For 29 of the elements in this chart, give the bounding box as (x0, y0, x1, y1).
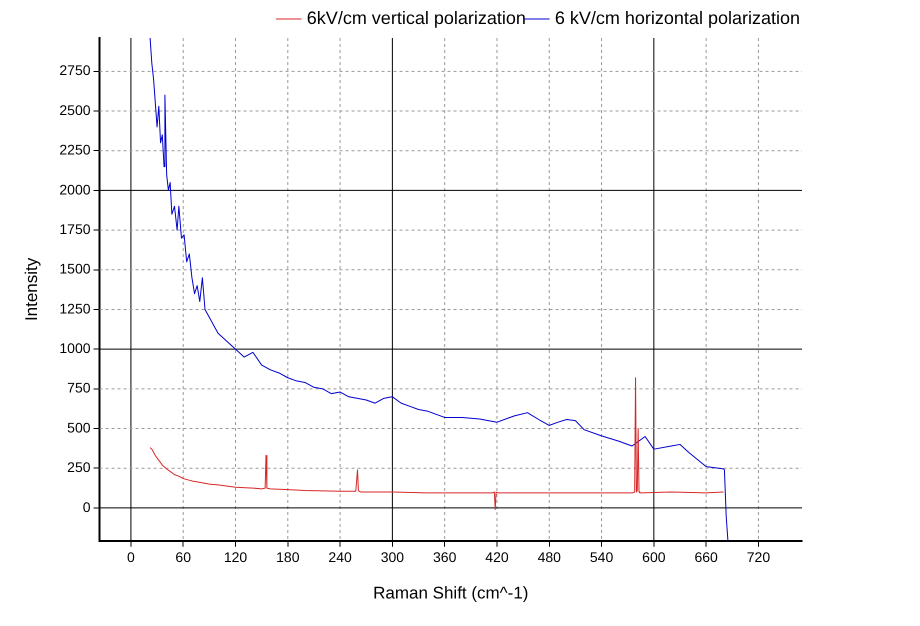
x-tick-label: 600 (642, 549, 666, 566)
y-tick-label: 1750 (59, 220, 91, 237)
x-tick-label: 60 (175, 549, 192, 566)
y-tick-label: 500 (67, 419, 91, 436)
y-tick-label: 750 (67, 380, 91, 396)
y-tick-label: 2250 (59, 142, 91, 158)
x-tick-label: 720 (746, 549, 770, 566)
x-tick-label: 0 (127, 549, 136, 566)
y-tick-label: 0 (82, 498, 91, 515)
x-axis-title: Raman Shift (cm^-1) (373, 583, 528, 602)
x-tick-label: 360 (432, 549, 457, 566)
x-tick-label: 120 (224, 549, 248, 566)
x-tick-label: 180 (276, 549, 300, 566)
x-tick-label: 300 (380, 549, 404, 566)
y-tick-label: 2500 (59, 102, 91, 118)
y-tick-label: 1500 (59, 260, 91, 277)
x-tick-label: 660 (694, 549, 718, 566)
y-tick-label: 2750 (59, 62, 91, 78)
x-tick-label: 420 (485, 549, 509, 566)
y-tick-label: 1250 (59, 300, 91, 316)
y-axis-title: Intensity (22, 257, 41, 322)
y-tick-label: 250 (67, 459, 91, 476)
y-tick-label: 1000 (59, 340, 91, 356)
legend-label: 6 kV/cm horizontal polarization (554, 8, 800, 28)
x-tick-label: 480 (538, 549, 562, 566)
x-tick-label: 540 (590, 549, 614, 566)
x-tick-label: 240 (328, 549, 352, 566)
y-tick-label: 2000 (59, 181, 91, 198)
legend-label: 6kV/cm vertical polarization (306, 8, 526, 28)
